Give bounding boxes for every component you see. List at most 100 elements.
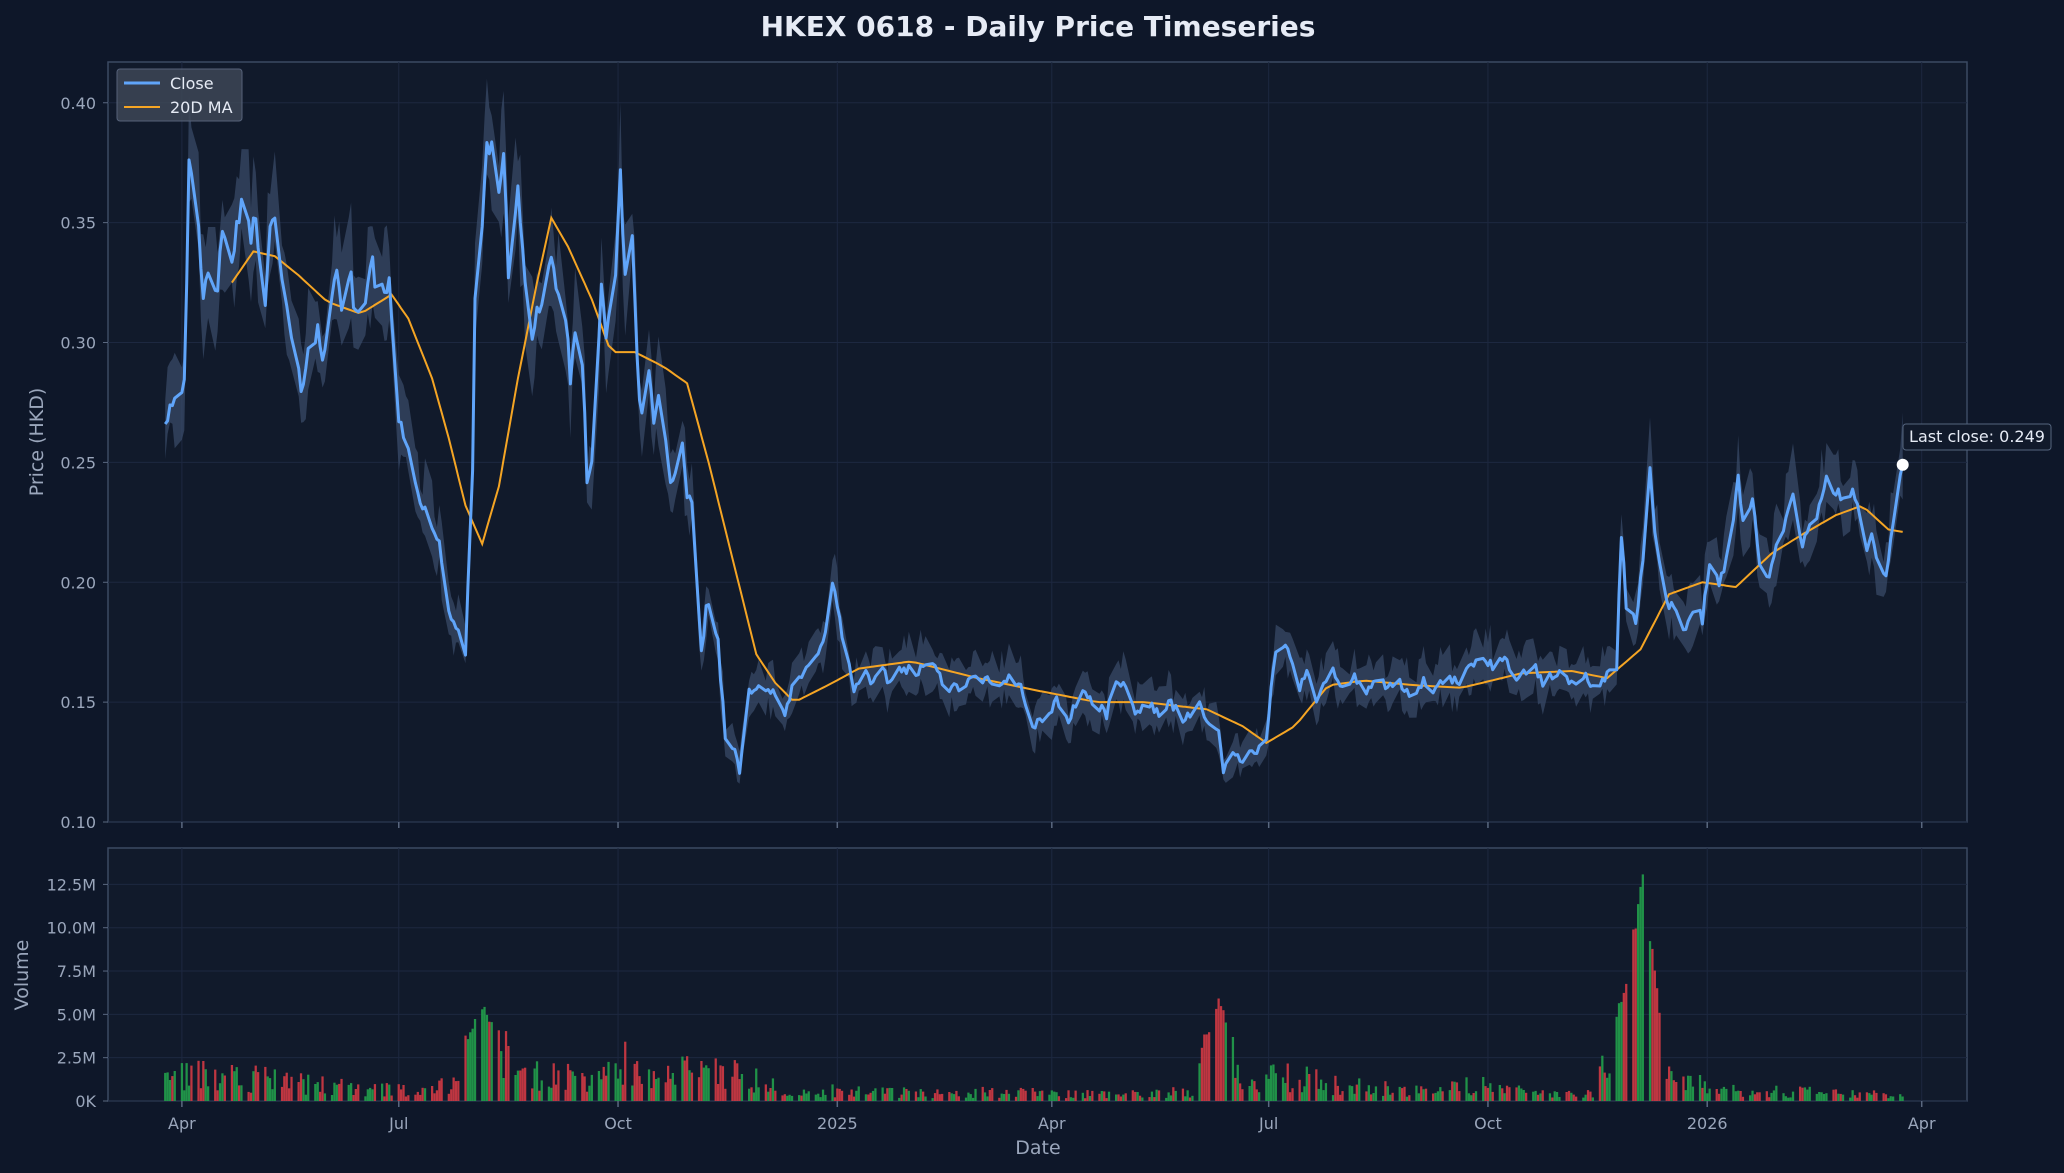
volume-bar bbox=[1606, 1077, 1609, 1101]
volume-bar bbox=[1536, 1094, 1540, 1101]
volume-bar bbox=[1570, 1092, 1573, 1101]
volume-bar bbox=[397, 1084, 400, 1101]
volume-bar bbox=[714, 1058, 717, 1101]
volume-bar bbox=[1339, 1094, 1342, 1101]
volume-bar bbox=[1191, 1095, 1194, 1101]
volume-bar bbox=[922, 1091, 925, 1101]
volume-bar bbox=[1134, 1091, 1137, 1101]
volume-bar bbox=[1482, 1077, 1485, 1101]
volume-bar bbox=[1467, 1093, 1471, 1101]
volume-bar bbox=[1465, 1077, 1468, 1101]
legend: Close 20D MA bbox=[116, 68, 243, 122]
volume-bar bbox=[381, 1083, 384, 1101]
volume-bar bbox=[1508, 1087, 1511, 1101]
last-close-marker bbox=[1896, 458, 1909, 471]
volume-bar bbox=[1353, 1093, 1356, 1101]
price-tick-label: 0.15 bbox=[60, 693, 96, 712]
volume-bar bbox=[1534, 1090, 1537, 1101]
volume-bar bbox=[1053, 1091, 1056, 1101]
volume-bar bbox=[1703, 1081, 1706, 1101]
volume-bar bbox=[254, 1065, 257, 1101]
volume-bar bbox=[1038, 1091, 1042, 1101]
volume-bar bbox=[1749, 1095, 1752, 1101]
volume-bar bbox=[1820, 1092, 1823, 1101]
volume-bar bbox=[1365, 1091, 1368, 1101]
volume-bar bbox=[1072, 1097, 1075, 1101]
volume-bar bbox=[1701, 1087, 1704, 1101]
volume-tick-label: 10.0M bbox=[47, 919, 96, 938]
volume-bar bbox=[650, 1088, 653, 1101]
volume-bar bbox=[173, 1071, 176, 1101]
volume-bar bbox=[702, 1067, 705, 1101]
volume-bar bbox=[581, 1073, 584, 1101]
volume-bar bbox=[1517, 1085, 1521, 1101]
volume-plot-area bbox=[107, 847, 1968, 1102]
volume-bar bbox=[1856, 1097, 1859, 1101]
volume-bar bbox=[471, 1028, 474, 1101]
volume-bar bbox=[1706, 1093, 1709, 1101]
volume-bar bbox=[502, 1078, 505, 1101]
volume-bar bbox=[1453, 1081, 1456, 1101]
volume-bar bbox=[1849, 1097, 1852, 1101]
volume-bar bbox=[1448, 1090, 1451, 1101]
volume-bar bbox=[902, 1087, 906, 1101]
volume-bar bbox=[1300, 1092, 1304, 1101]
volume-bar bbox=[619, 1069, 622, 1101]
volume-bar bbox=[457, 1080, 460, 1101]
volume-bar bbox=[197, 1060, 200, 1101]
volume-bar bbox=[171, 1076, 174, 1101]
volume-bar bbox=[218, 1083, 222, 1101]
volume-bar bbox=[1741, 1096, 1745, 1101]
last-close-annotation: Last close: 0.249 bbox=[1902, 423, 2052, 451]
volume-bar bbox=[524, 1067, 527, 1101]
volume-bar bbox=[1451, 1081, 1454, 1101]
volume-tick-label: 7.5M bbox=[57, 962, 96, 981]
volume-bar bbox=[233, 1071, 236, 1101]
volume-bar bbox=[1374, 1086, 1378, 1101]
volume-tick-label: 2.5M bbox=[57, 1049, 96, 1068]
volume-bar bbox=[1501, 1088, 1504, 1101]
price-plot-area bbox=[107, 61, 1968, 823]
volume-bar bbox=[1122, 1094, 1125, 1101]
volume-bar bbox=[1322, 1090, 1325, 1101]
volume-bar bbox=[602, 1066, 605, 1101]
volume-bar bbox=[1575, 1096, 1578, 1101]
volume-bar bbox=[819, 1097, 822, 1101]
volume-bar bbox=[347, 1084, 350, 1101]
volume-bar bbox=[1839, 1093, 1842, 1101]
volume-bar bbox=[771, 1078, 775, 1101]
volume-tick-label: 0K bbox=[75, 1092, 96, 1111]
volume-bar bbox=[1656, 988, 1659, 1101]
volume-bar bbox=[700, 1061, 703, 1101]
volume-bar bbox=[454, 1081, 458, 1101]
volume-bar bbox=[366, 1089, 369, 1101]
volume-bar bbox=[1472, 1093, 1475, 1101]
volume-bar bbox=[1772, 1090, 1776, 1101]
volume-bar bbox=[738, 1079, 741, 1101]
volume-bar bbox=[1086, 1090, 1089, 1101]
legend-close-label: Close bbox=[170, 74, 214, 93]
volume-bar bbox=[385, 1083, 388, 1101]
volume-bar bbox=[1267, 1078, 1270, 1101]
volume-bar bbox=[1184, 1096, 1187, 1101]
volume-bar bbox=[1424, 1088, 1428, 1101]
volume-bar bbox=[585, 1091, 589, 1101]
price-tick-label: 0.40 bbox=[60, 94, 96, 113]
volume-bar bbox=[664, 1082, 667, 1101]
volume-bar bbox=[836, 1088, 839, 1101]
x-tick-label: Jul bbox=[388, 1114, 408, 1133]
volume-bar bbox=[216, 1090, 219, 1101]
volume-bar bbox=[440, 1078, 443, 1101]
volume-bar bbox=[1320, 1079, 1323, 1101]
last-close-label-box bbox=[1902, 423, 2052, 451]
volume-bar bbox=[1670, 1071, 1673, 1101]
volume-bar bbox=[891, 1088, 894, 1101]
volume-bar bbox=[488, 1021, 491, 1101]
volume-bar bbox=[972, 1097, 975, 1101]
volume-bar bbox=[1208, 1032, 1211, 1101]
volume-bar bbox=[1115, 1094, 1118, 1101]
volume-bar bbox=[1138, 1095, 1142, 1101]
volume-bar bbox=[1331, 1095, 1335, 1101]
volume-bar bbox=[1269, 1065, 1273, 1101]
volume-bar bbox=[1231, 1037, 1235, 1101]
